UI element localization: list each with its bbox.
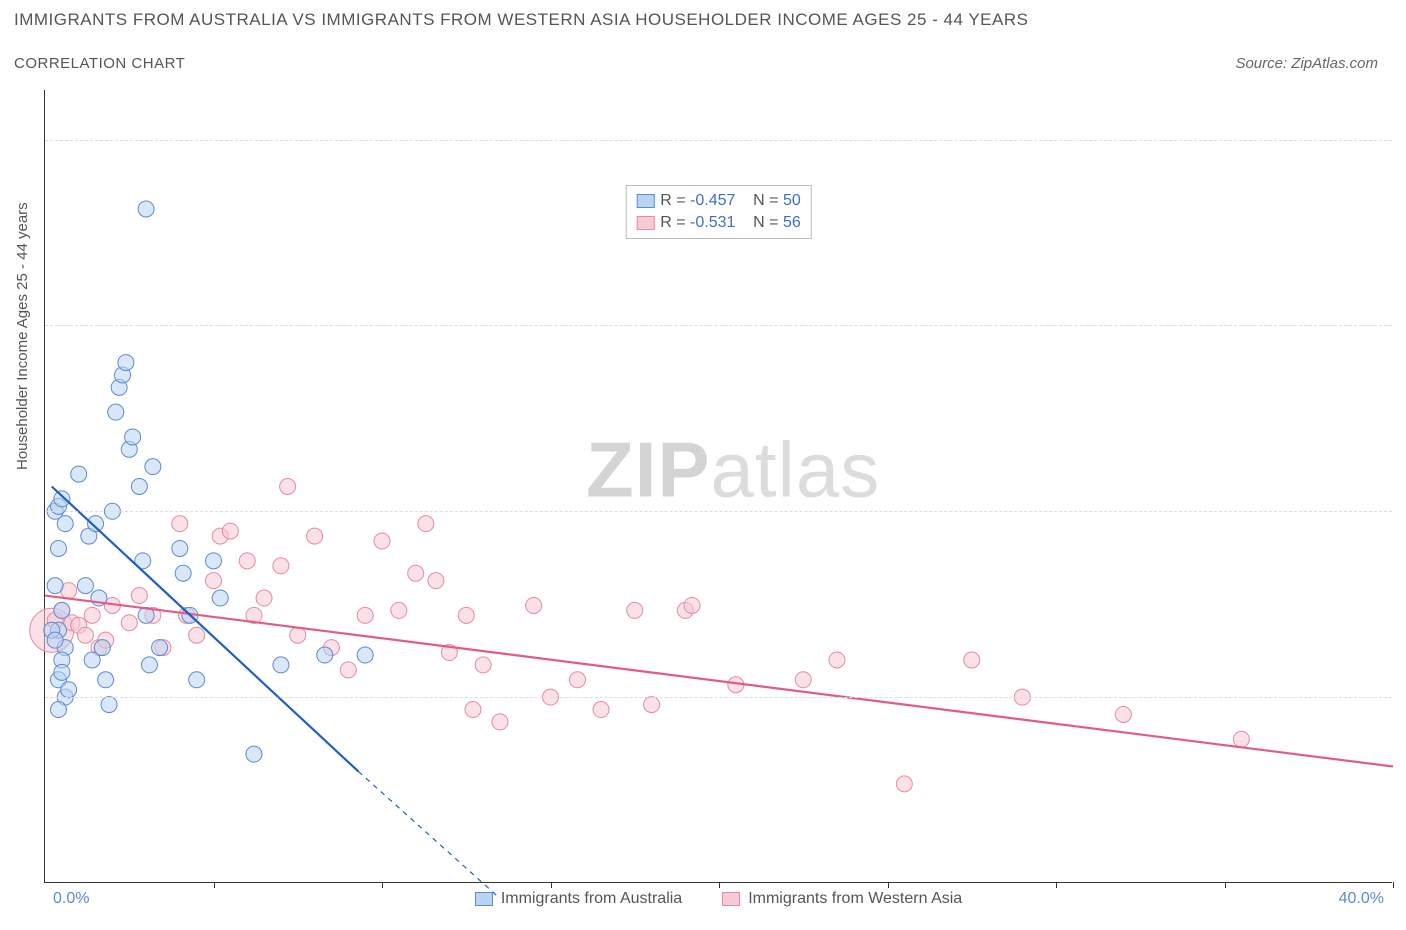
swatch-australia bbox=[636, 194, 654, 208]
x-tick bbox=[382, 882, 383, 888]
x-tick bbox=[1225, 882, 1226, 888]
stats-legend-box: R = -0.457 N = 50 R = -0.531 N = 56 bbox=[625, 185, 812, 239]
x-tick bbox=[1393, 882, 1394, 888]
swatch-western-asia bbox=[636, 216, 654, 230]
y-tick-label: $150,000 bbox=[1396, 502, 1406, 520]
chart-container: IMMIGRANTS FROM AUSTRALIA VS IMMIGRANTS … bbox=[0, 0, 1406, 930]
x-tick bbox=[214, 882, 215, 888]
gridline bbox=[45, 325, 1392, 326]
x-tick bbox=[1056, 882, 1057, 888]
legend-label-australia: Immigrants from Australia bbox=[501, 890, 682, 908]
y-tick-label: $225,000 bbox=[1396, 316, 1406, 334]
legend-label-western-asia: Immigrants from Western Asia bbox=[748, 890, 962, 908]
chart-title: IMMIGRANTS FROM AUSTRALIA VS IMMIGRANTS … bbox=[14, 10, 1028, 30]
gridline bbox=[45, 511, 1392, 512]
swatch-western-asia bbox=[722, 892, 740, 906]
swatch-australia bbox=[475, 892, 493, 906]
gridline bbox=[45, 697, 1392, 698]
x-tick bbox=[551, 882, 552, 888]
stats-row-western-asia: R = -0.531 N = 56 bbox=[636, 212, 801, 234]
y-axis-label: Householder Income Ages 25 - 44 years bbox=[14, 202, 31, 470]
gridline bbox=[45, 140, 1392, 141]
legend-item-australia: Immigrants from Australia bbox=[475, 890, 682, 908]
source-attribution: Source: ZipAtlas.com bbox=[1235, 55, 1378, 72]
plot-area: ZIPatlas R = -0.457 N = 50 R = -0.531 bbox=[44, 90, 1392, 883]
x-tick bbox=[888, 882, 889, 888]
y-tick-label: $300,000 bbox=[1396, 131, 1406, 149]
bottom-legend: Immigrants from Australia Immigrants fro… bbox=[45, 890, 1392, 908]
y-tick-label: $75,000 bbox=[1396, 688, 1406, 706]
x-tick bbox=[719, 882, 720, 888]
legend-item-western-asia: Immigrants from Western Asia bbox=[722, 890, 962, 908]
chart-subtitle: CORRELATION CHART bbox=[14, 55, 185, 72]
stats-row-australia: R = -0.457 N = 50 bbox=[636, 190, 801, 212]
